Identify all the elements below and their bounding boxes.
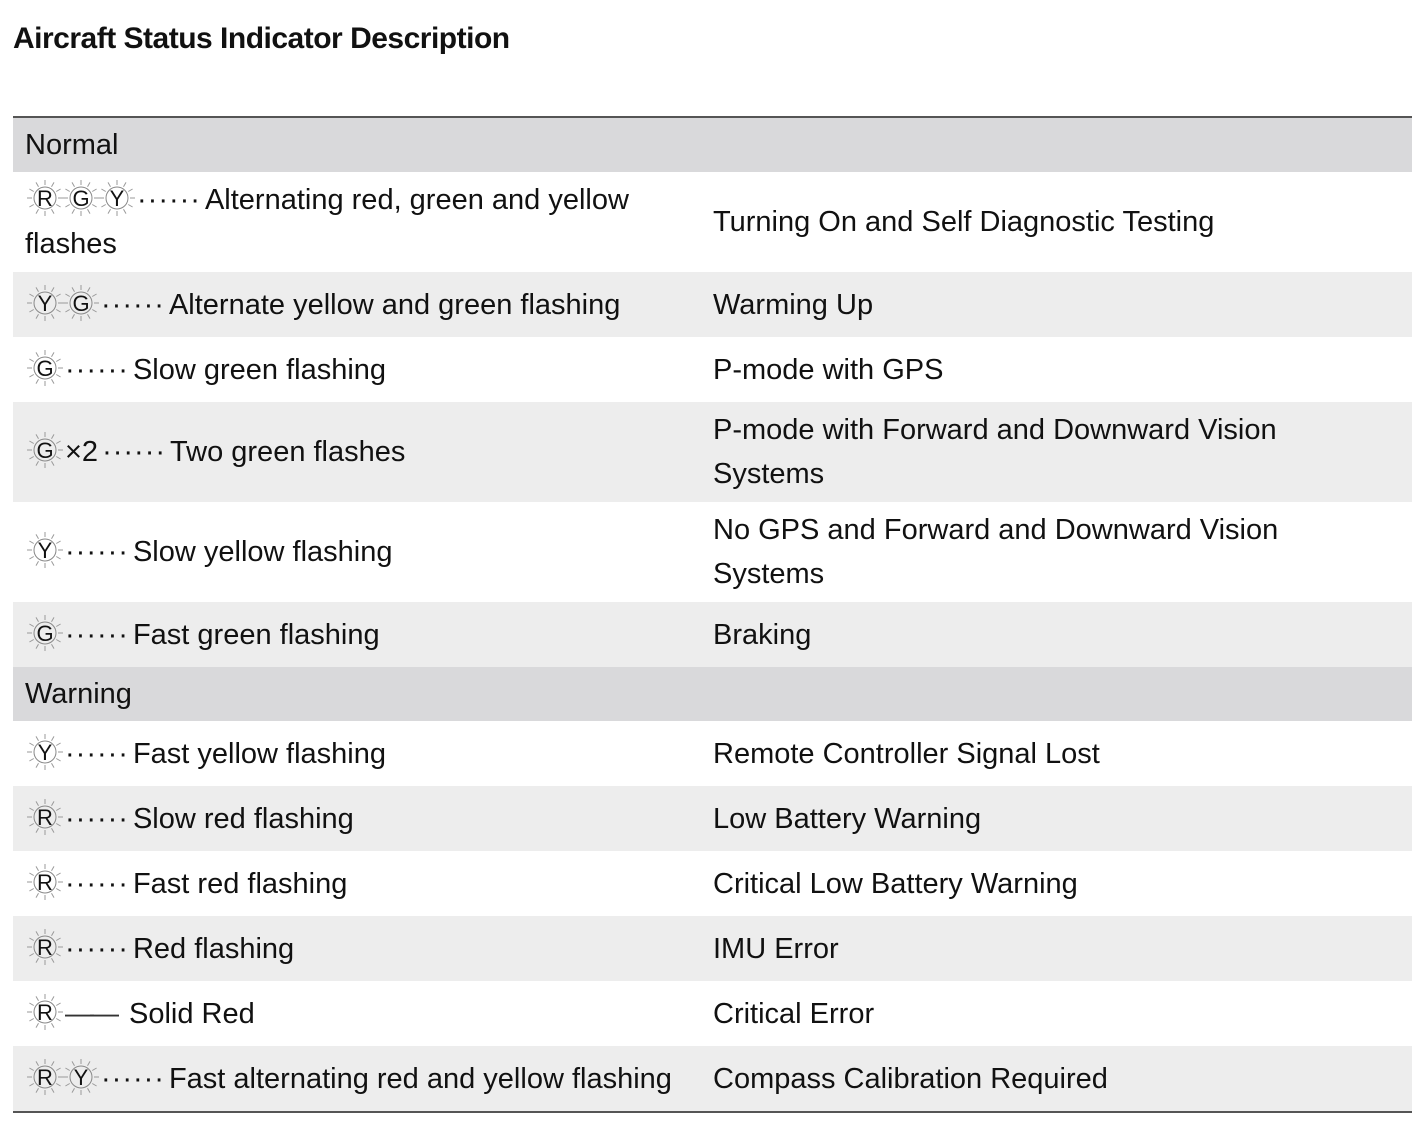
led-red-icon: R <box>25 862 65 902</box>
connector: ······ <box>65 802 129 835</box>
svg-text:R: R <box>37 1065 53 1090</box>
led-yellow-icon: Y <box>97 178 137 218</box>
indicator-cell: G ×2 ······ Two green flashes <box>13 430 713 474</box>
svg-text:G: G <box>36 438 53 463</box>
svg-text:R: R <box>37 870 53 895</box>
indicator-description: Slow yellow flashing <box>132 536 393 568</box>
status-meaning: Warming Up <box>713 288 874 321</box>
indicator-description: Fast yellow flashing <box>132 737 387 770</box>
status-meaning: Braking <box>713 618 812 651</box>
connector: ······ <box>65 618 129 651</box>
status-meaning: P-mode with Forward and Downward Vision … <box>713 414 1277 490</box>
svg-text:Y: Y <box>74 1065 89 1090</box>
indicator-cell: Y ······ Slow yellow flashing <box>13 530 713 574</box>
indicator-cell: R Y ······ Fast alternating red and yellow … <box>13 1057 713 1101</box>
svg-text:Y: Y <box>38 740 53 765</box>
status-meaning: IMU Error <box>713 932 839 965</box>
table-row: R Y ······ Fast alternating red and yellow … <box>13 1046 1412 1111</box>
indicator-description: Red flashing <box>132 932 295 965</box>
led-red-icon: R <box>25 797 65 837</box>
led-green-icon: G <box>25 430 65 470</box>
table-row: R ······ Red flashing IMU Error <box>13 916 1412 981</box>
table-row: G ······ Slow green flashing P-mode with GP… <box>13 337 1412 402</box>
status-meaning: Critical Low Battery Warning <box>713 867 1078 900</box>
led-yellow-icon: Y <box>25 283 65 323</box>
status-meaning: No GPS and Forward and Downward Vision S… <box>713 514 1279 590</box>
led-red-icon: R <box>25 992 65 1032</box>
indicator-cell: Y ······ Fast yellow flashing <box>13 732 713 776</box>
indicator-cell: R —— Solid Red <box>13 992 713 1036</box>
table-row: G ······ Fast green flashing Braking <box>13 602 1412 667</box>
table-row: R G Y ······ Alternating red, green and yell… <box>13 172 1412 272</box>
led-green-icon: G <box>61 178 101 218</box>
status-meaning: Turning On and Self Diagnostic Testing <box>713 206 1215 238</box>
led-yellow-icon: Y <box>61 1057 101 1097</box>
indicator-cell: R ······ Slow red flashing <box>13 797 713 841</box>
led-red-icon: R <box>25 1057 65 1097</box>
connector: ······ <box>65 737 129 770</box>
svg-text:G: G <box>72 291 89 316</box>
connector: ······ <box>102 436 167 468</box>
section-header-normal: Normal <box>13 118 1412 172</box>
status-meaning: Critical Error <box>713 997 875 1030</box>
indicator-description: Fast red flashing <box>132 867 348 900</box>
status-meaning: P-mode with GPS <box>713 353 944 386</box>
indicator-cell: G ······ Slow green flashing <box>13 348 713 392</box>
status-indicator-table: Normal R G Y ······ Alternating red, green an… <box>13 116 1412 1113</box>
led-yellow-icon: Y <box>25 530 65 570</box>
connector: ······ <box>65 353 129 386</box>
svg-text:R: R <box>37 186 53 211</box>
led-green-icon: G <box>61 283 101 323</box>
indicator-description: Fast alternating red and yellow flashing <box>168 1062 672 1095</box>
connector: ······ <box>101 288 165 321</box>
indicator-description: Alternate yellow and green flashing <box>168 288 621 321</box>
led-red-icon: R <box>25 927 65 967</box>
indicator-description: Alternating red, green and yellow flashe… <box>25 184 629 260</box>
led-yellow-icon: Y <box>25 732 65 772</box>
svg-text:G: G <box>36 356 53 381</box>
indicator-description: Slow green flashing <box>132 353 387 386</box>
svg-text:R: R <box>37 935 53 960</box>
table-row: Y ······ Fast yellow flashing Remote Contro… <box>13 721 1412 786</box>
table-row: G ×2 ······ Two green flashes P-mode with Fo… <box>13 402 1412 502</box>
svg-text:R: R <box>37 1000 53 1025</box>
connector: ······ <box>65 867 129 900</box>
table-row: R ······ Fast red flashing Critical Low Bat… <box>13 851 1412 916</box>
indicator-cell: R G Y ······ Alternating red, green and yell… <box>13 178 713 266</box>
svg-text:Y: Y <box>110 186 125 211</box>
connector: ······ <box>65 536 129 568</box>
connector: ······ <box>137 184 201 216</box>
table-row: R —— Solid Red Critical Error <box>13 981 1412 1046</box>
table-row: Y G ······ Alternate yellow and green flash… <box>13 272 1412 337</box>
svg-text:Y: Y <box>38 291 53 316</box>
status-meaning: Remote Controller Signal Lost <box>713 737 1100 770</box>
indicator-cell: Y G ······ Alternate yellow and green flash… <box>13 283 713 327</box>
indicator-description: Two green flashes <box>170 436 406 468</box>
indicator-description: Fast green flashing <box>132 618 380 651</box>
table-row: Y ······ Slow yellow flashing No GPS and Fo… <box>13 502 1412 602</box>
indicator-cell: R ······ Red flashing <box>13 927 713 971</box>
svg-text:G: G <box>36 621 53 646</box>
connector: ······ <box>101 1062 165 1095</box>
indicator-description: Solid Red <box>129 997 255 1030</box>
flash-count: ×2 <box>65 436 99 468</box>
svg-text:G: G <box>72 186 89 211</box>
led-red-icon: R <box>25 178 65 218</box>
section-header-warning: Warning <box>13 667 1412 721</box>
indicator-cell: G ······ Fast green flashing <box>13 613 713 657</box>
status-meaning: Compass Calibration Required <box>713 1062 1108 1095</box>
indicator-cell: R ······ Fast red flashing <box>13 862 713 906</box>
led-green-icon: G <box>25 348 65 388</box>
connector: ······ <box>65 932 129 965</box>
connector: —— <box>65 997 119 1030</box>
status-meaning: Low Battery Warning <box>713 802 982 835</box>
indicator-description: Slow red flashing <box>132 802 354 835</box>
table-row: R ······ Slow red flashing Low Battery Warn… <box>13 786 1412 851</box>
svg-text:Y: Y <box>38 538 53 563</box>
svg-text:R: R <box>37 805 53 830</box>
page-title: Aircraft Status Indicator Description <box>13 22 510 55</box>
led-green-icon: G <box>25 613 65 653</box>
